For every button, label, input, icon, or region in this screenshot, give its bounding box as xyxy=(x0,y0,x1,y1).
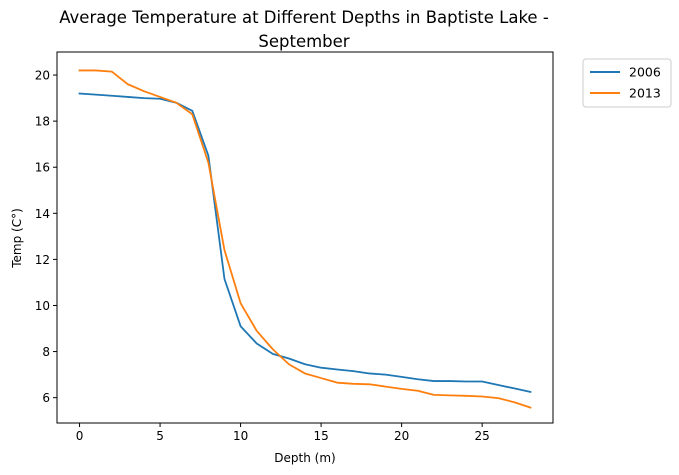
y-axis-label: Temp (C°) xyxy=(10,208,24,269)
y-tick-label: 10 xyxy=(35,299,50,313)
x-tick-label: 20 xyxy=(394,429,409,443)
x-tick-label: 10 xyxy=(233,429,248,443)
x-axis: 0 5 10 15 20 25 xyxy=(76,423,490,443)
y-tick-label: 14 xyxy=(35,207,50,221)
y-tick-label: 12 xyxy=(35,253,50,267)
plot-lines xyxy=(78,69,532,409)
y-tick-label: 8 xyxy=(42,345,50,359)
chart-title-line2: September xyxy=(258,32,349,51)
x-tick-label: 25 xyxy=(475,429,490,443)
x-axis-label: Depth (m) xyxy=(274,451,335,465)
y-tick-label: 16 xyxy=(35,161,50,175)
y-tick-label: 20 xyxy=(35,69,50,83)
x-tick-label: 5 xyxy=(156,429,164,443)
legend: 2006 2013 xyxy=(582,58,672,108)
plot-area-frame xyxy=(56,51,554,424)
x-tick-label: 15 xyxy=(313,429,328,443)
series-line-2006 xyxy=(78,92,532,393)
y-tick-label: 18 xyxy=(35,115,50,129)
legend-label-2006: 2006 xyxy=(629,65,661,80)
y-tick-label: 6 xyxy=(42,391,50,405)
series-line-2013 xyxy=(78,69,532,409)
y-axis: 6 8 10 12 14 16 18 20 xyxy=(35,69,57,405)
legend-label-2013: 2013 xyxy=(629,86,661,101)
chart-title: Average Temperature at Different Depths … xyxy=(59,8,549,27)
x-tick-label: 0 xyxy=(76,429,84,443)
